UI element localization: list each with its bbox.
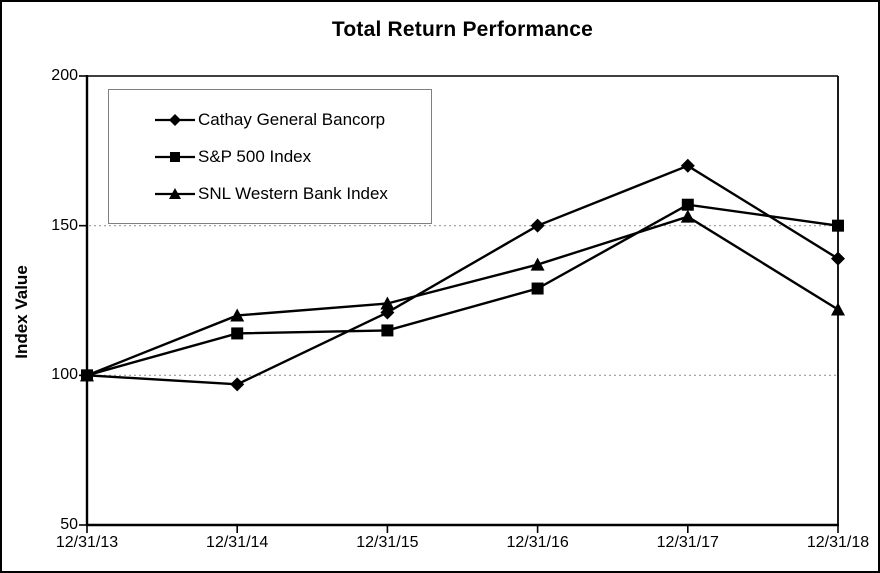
square-marker-icon: [155, 151, 195, 162]
diamond-marker-icon: [155, 113, 195, 126]
triangle-marker-icon: [155, 187, 195, 199]
x-tick-label: 12/31/13: [55, 534, 119, 551]
chart-title: Total Return Performance: [331, 18, 594, 41]
y-tick-label: 150: [51, 216, 78, 234]
legend-row: S&P 500 Index: [155, 147, 431, 167]
x-tick-label: 12/31/18: [806, 534, 870, 551]
y-tick-label: 100: [51, 366, 78, 384]
x-tick-label: 12/31/15: [356, 534, 419, 551]
legend-label: SNL Western Bank Index: [198, 183, 388, 203]
y-tick-label: 50: [60, 516, 78, 533]
legend-label: S&P 500 Index: [198, 146, 312, 166]
legend: Cathay General Bancorp S&P 500 Index SNL…: [108, 89, 432, 224]
legend-label: Cathay General Bancorp: [198, 109, 386, 129]
x-tick-label: 12/31/14: [206, 534, 269, 551]
y-tick-label: 200: [51, 67, 78, 84]
legend-row: SNL Western Bank Index: [155, 184, 431, 204]
x-tick-label: 12/31/16: [506, 534, 569, 551]
x-tick-label: 12/31/17: [656, 534, 719, 551]
legend-row: Cathay General Bancorp: [155, 110, 431, 130]
